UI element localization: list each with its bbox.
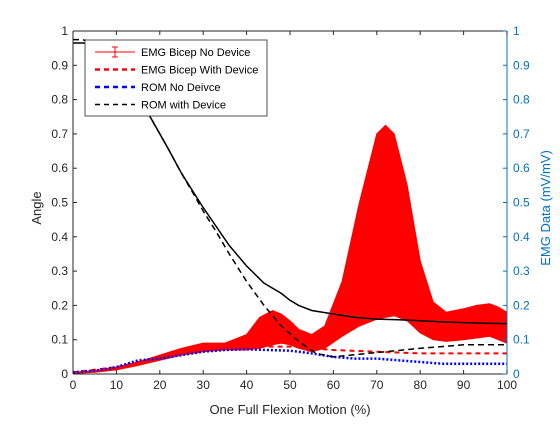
right-y-tick-label: 0.6 bbox=[513, 161, 530, 175]
x-tick-label: 50 bbox=[283, 378, 297, 392]
legend-label: EMG Bicep With Device bbox=[141, 65, 258, 77]
left-y-tick-label: 0.5 bbox=[51, 196, 68, 210]
right-y-tick-label: 0.7 bbox=[513, 127, 530, 141]
left-y-tick-label: 0.1 bbox=[51, 333, 68, 347]
legend: EMG Bicep No Device EMG Bicep With Device… bbox=[84, 39, 268, 117]
right-y-tick-label: 0.5 bbox=[513, 196, 530, 210]
left-y-tick-label: 1 bbox=[61, 24, 68, 38]
x-tick-label: 100 bbox=[497, 378, 517, 392]
right-y-tick-label: 1 bbox=[513, 24, 520, 38]
right-y-axis-label: EMG Data (mV/mV) bbox=[538, 150, 553, 266]
right-y-tick-label: 0.1 bbox=[513, 333, 530, 347]
left-y-tick-label: 0.7 bbox=[51, 127, 68, 141]
x-tick-label: 90 bbox=[457, 378, 471, 392]
left-y-tick-label: 0.9 bbox=[51, 58, 68, 72]
x-tick-label: 40 bbox=[240, 378, 254, 392]
series-rom-no-device bbox=[72, 348, 507, 374]
legend-label: ROM with Device bbox=[141, 100, 226, 112]
left-y-tick-label: 0.4 bbox=[51, 230, 68, 244]
axes: 0 10 20 30 40 50 60 70 80 90 10000.10.20.30.40.50.… bbox=[51, 24, 530, 392]
right-y-tick-label: 0.4 bbox=[513, 230, 530, 244]
right-y-tick-label: 0.8 bbox=[513, 93, 530, 107]
right-y-tick-label: 0.3 bbox=[513, 264, 530, 278]
legend-label: ROM No Deivce bbox=[141, 82, 220, 94]
x-axis-label: One Full Flexion Motion (%) bbox=[209, 402, 370, 417]
x-tick-label: 60 bbox=[327, 378, 341, 392]
left-y-tick-label: 0.8 bbox=[51, 93, 68, 107]
x-tick-label: 20 bbox=[153, 378, 167, 392]
left-y-tick-label: 0.3 bbox=[51, 264, 68, 278]
left-y-tick-label: 0 bbox=[61, 367, 68, 381]
x-tick-label: 80 bbox=[414, 378, 428, 392]
x-tick-label: 0 bbox=[70, 378, 77, 392]
left-y-tick-label: 0.2 bbox=[51, 298, 68, 312]
x-tick-label: 30 bbox=[197, 378, 211, 392]
right-y-tick-label: 0.9 bbox=[513, 58, 530, 72]
right-y-tick-label: 0 bbox=[513, 367, 520, 381]
legend-label: EMG Bicep No Device bbox=[141, 47, 250, 59]
right-y-tick-label: 0.2 bbox=[513, 298, 530, 312]
x-tick-label: 10 bbox=[110, 378, 124, 392]
left-y-tick-label: 0.6 bbox=[51, 161, 68, 175]
left-y-axis-label: Angle bbox=[29, 191, 44, 224]
series-rom-with-device bbox=[73, 38, 507, 358]
x-tick-label: 70 bbox=[370, 378, 384, 392]
